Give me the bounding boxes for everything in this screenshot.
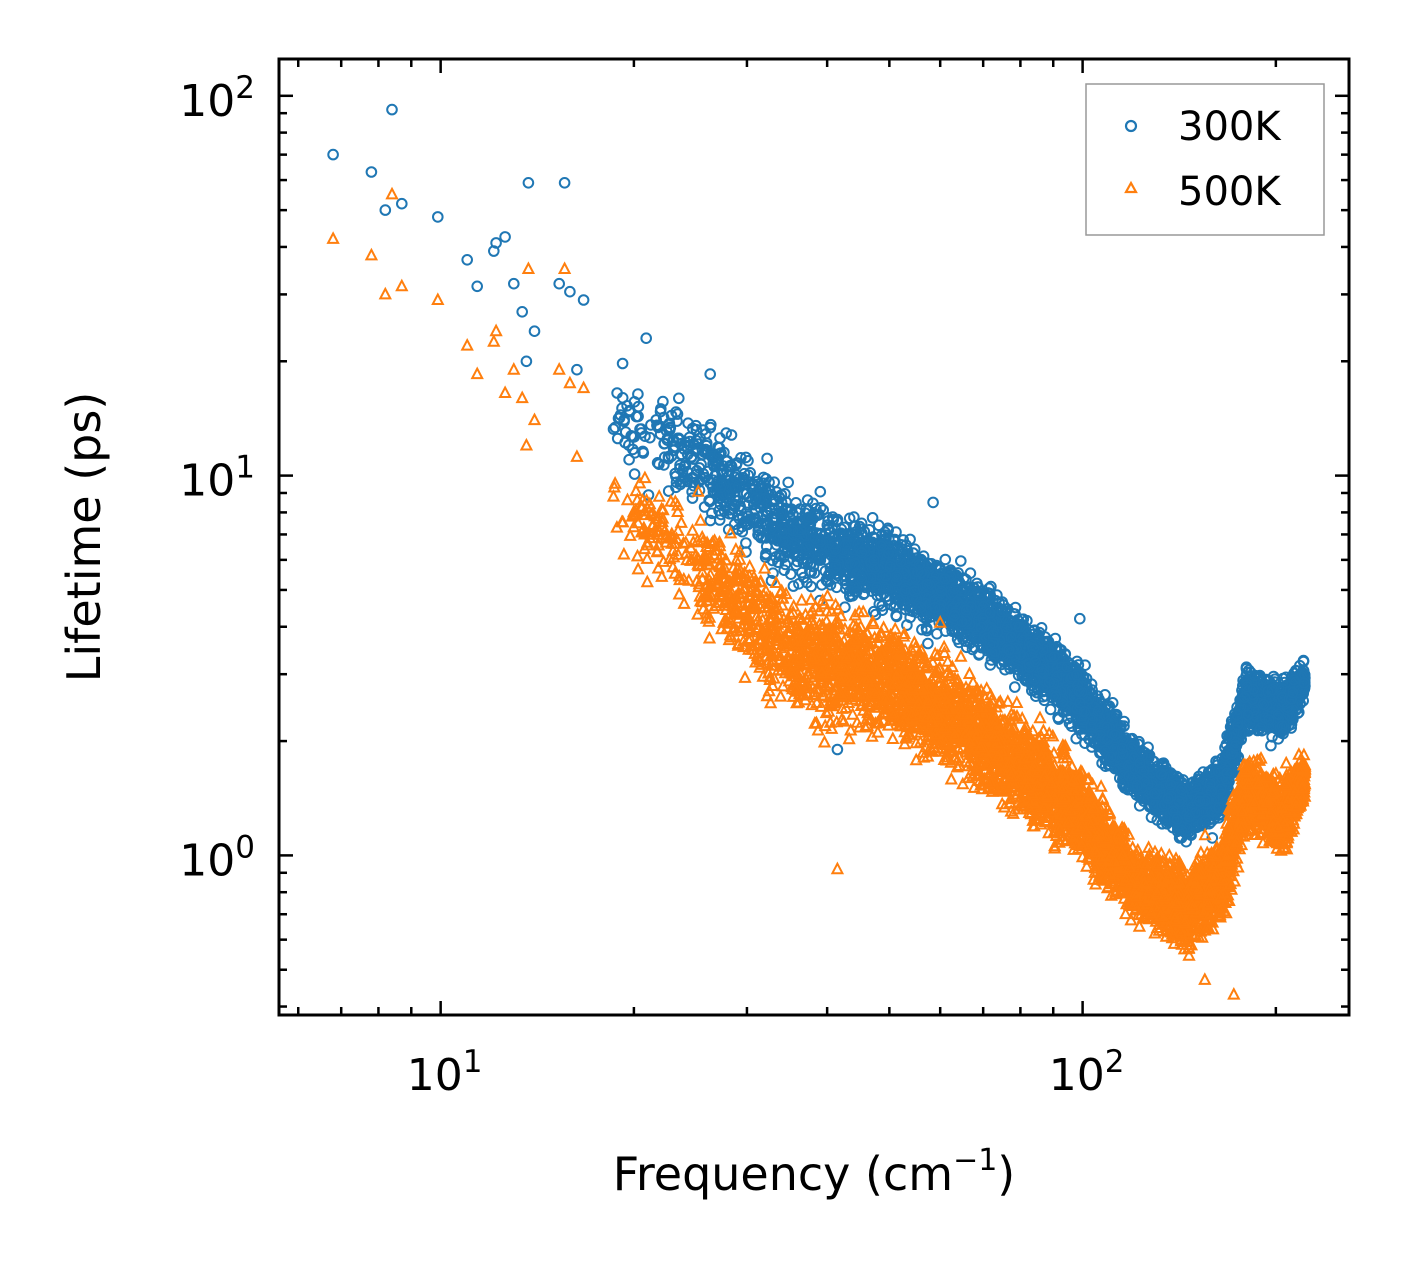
point-300k [931, 628, 943, 640]
point-300k [916, 623, 928, 636]
point-300k [782, 476, 795, 489]
point-300k [814, 485, 827, 498]
point-300k [662, 485, 675, 497]
point-300k [653, 458, 665, 471]
point-300k [611, 387, 623, 399]
point-300k [866, 512, 879, 524]
point-300k [705, 418, 717, 431]
point-300k [607, 423, 620, 435]
scatter-points [326, 103, 1312, 1000]
point-300k [922, 637, 934, 650]
point-300k [673, 392, 685, 405]
